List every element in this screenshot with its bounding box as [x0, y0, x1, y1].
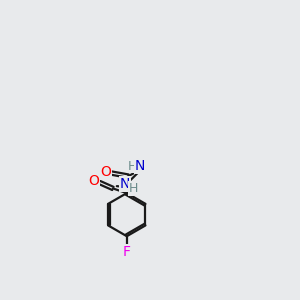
Text: O: O — [100, 165, 111, 179]
Text: N: N — [120, 177, 130, 191]
Text: H: H — [128, 160, 137, 172]
Text: F: F — [123, 244, 131, 259]
Text: O: O — [88, 174, 99, 188]
Text: N: N — [135, 159, 145, 173]
Text: H: H — [129, 182, 138, 195]
